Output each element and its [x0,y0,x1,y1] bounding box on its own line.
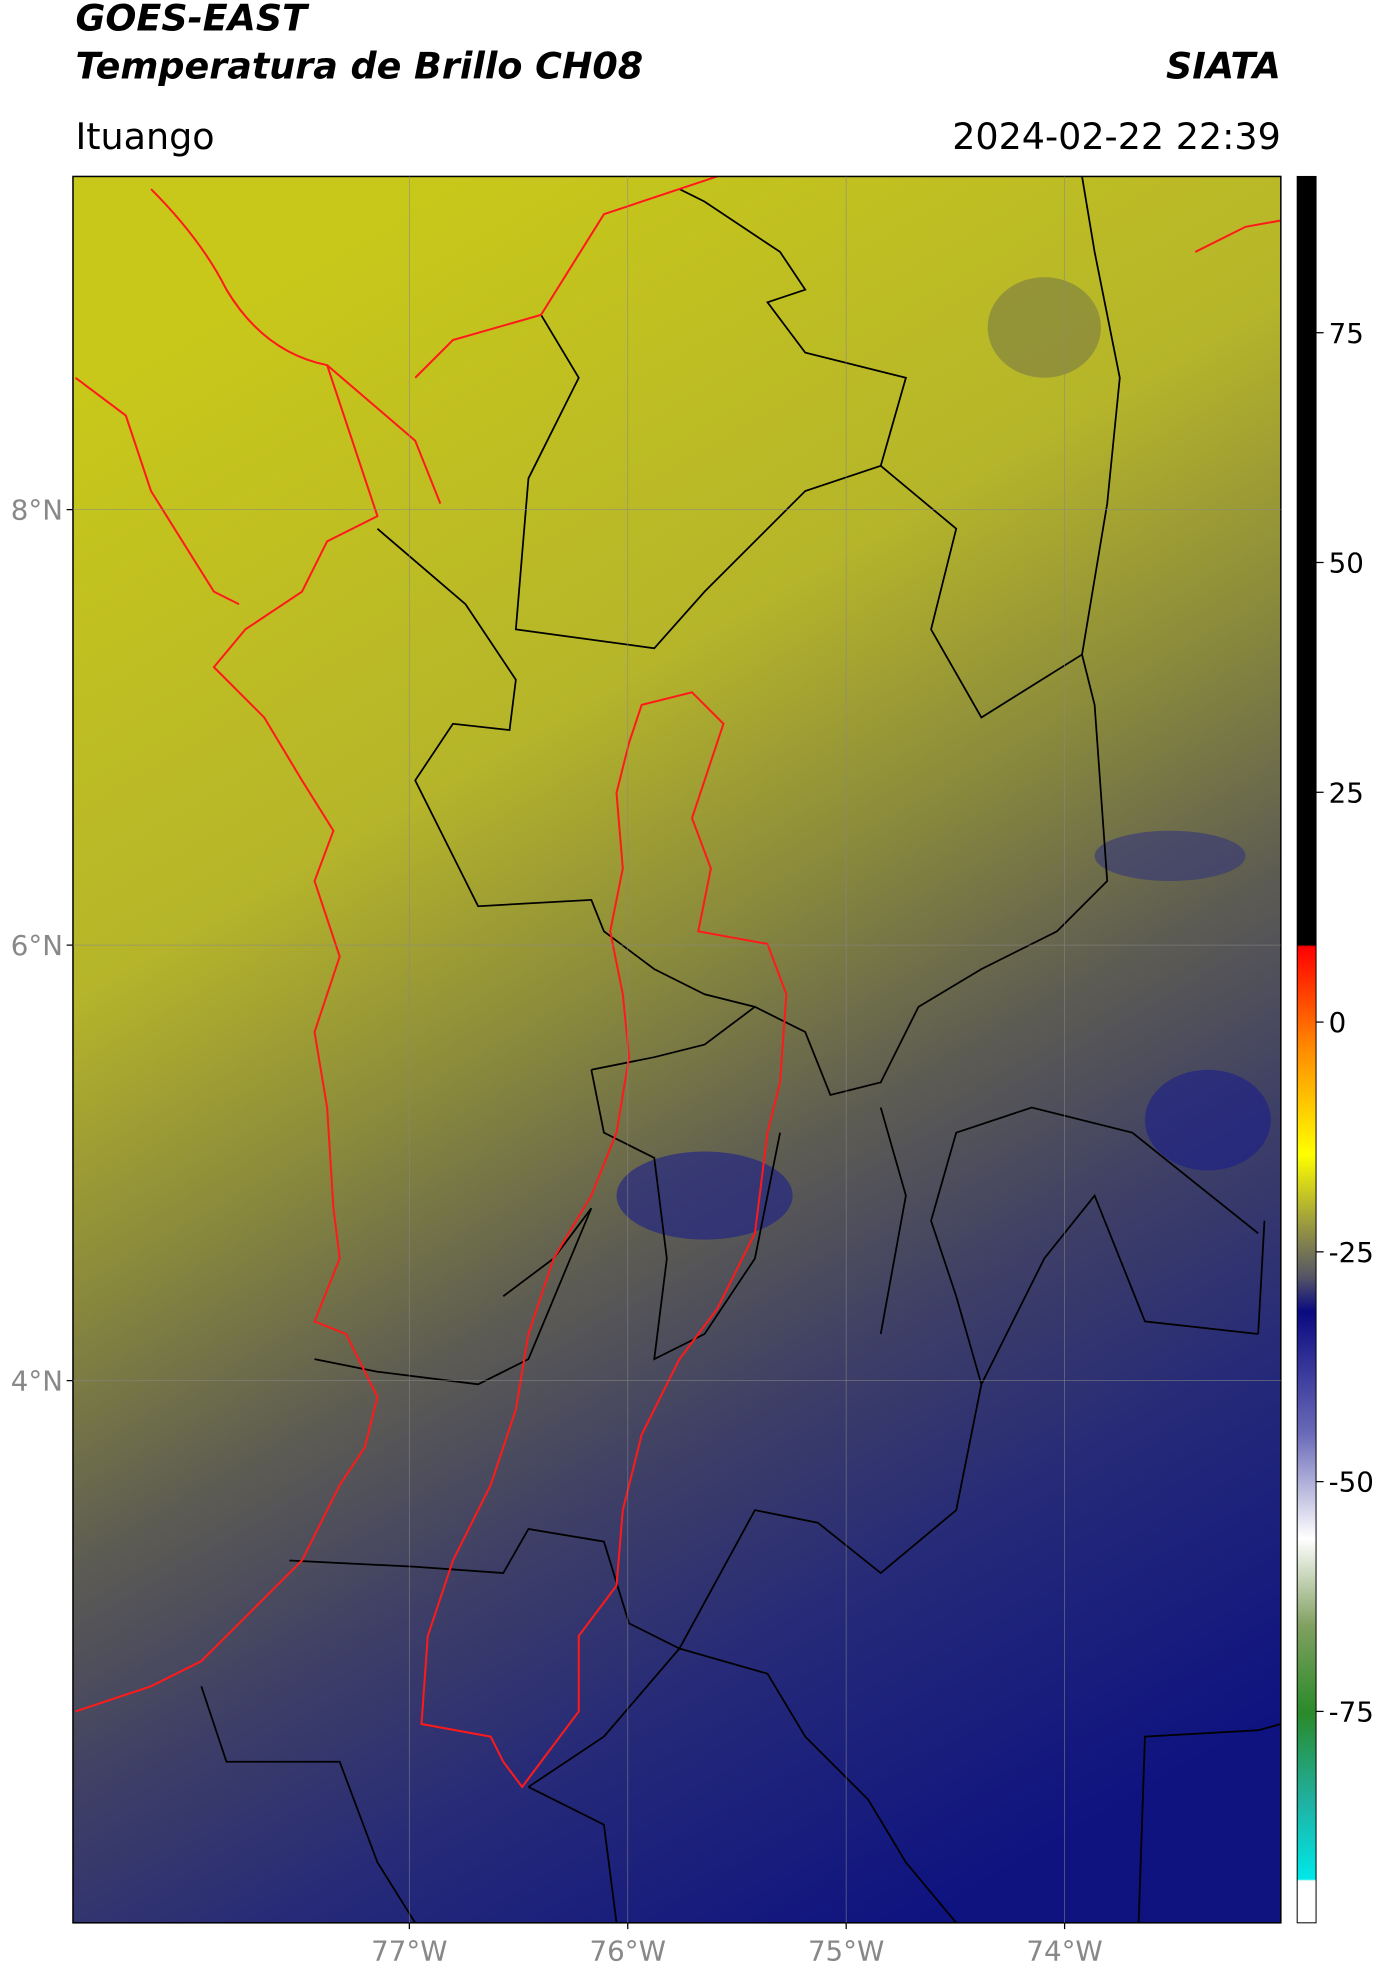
map-area [72,176,1281,1923]
lat-tick-label: 4°N [11,1365,63,1398]
lat-tick-label: 6°N [11,929,63,962]
lon-tick-label: 77°W [371,1935,447,1968]
datetime-label: 2024-02-22 22:39 [952,115,1281,158]
satellite-title: GOES-EAST [75,0,310,40]
map-frame [72,175,1282,1924]
colorbar-tick-label: 0 [1329,1006,1347,1039]
lat-tick-label: 8°N [11,494,63,527]
product-title: Temperatura de Brillo CH08 [75,44,643,87]
colorbar-tick-label: -75 [1329,1695,1374,1728]
lon-tick-label: 75°W [808,1935,884,1968]
admin-boundaries [200,176,1281,1923]
region-label: Ituango [75,115,214,158]
cold-patches [616,277,1271,1240]
lon-tick-label: 74°W [1026,1935,1102,1968]
lon-tick-label: 76°W [590,1935,666,1968]
source-label: SIATA [1166,44,1281,87]
colorbar-tick-label: -50 [1329,1466,1374,1499]
brightness-field [72,176,1281,1923]
colorbar-tick-label: 50 [1329,547,1364,580]
coastline-and-basin [74,176,1281,1789]
colorbar-tick-label: -25 [1329,1236,1374,1269]
colorbar [1296,175,1317,1924]
colorbar-tick-label: 75 [1329,317,1364,350]
colorbar-tick-label: 25 [1329,776,1364,809]
